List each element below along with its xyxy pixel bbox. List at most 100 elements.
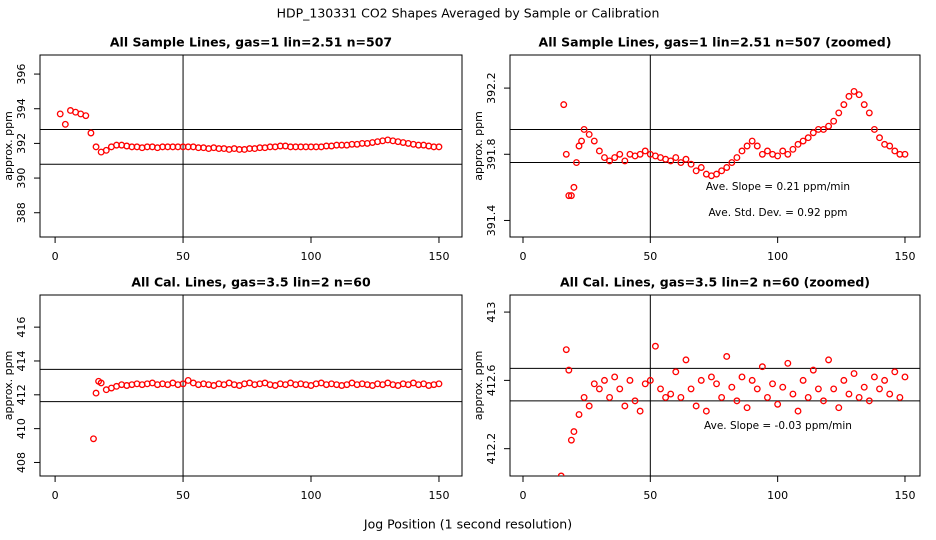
point	[830, 117, 838, 125]
point	[809, 366, 817, 374]
point	[570, 183, 578, 191]
point	[835, 109, 843, 117]
point	[567, 192, 575, 200]
point	[585, 402, 593, 410]
point	[570, 428, 578, 436]
point	[774, 400, 782, 408]
point	[891, 147, 899, 155]
point	[876, 134, 883, 142]
point	[845, 390, 853, 398]
point	[830, 385, 838, 393]
point	[713, 170, 720, 178]
point	[560, 101, 568, 109]
annotation: Ave. Slope = -0.03 ppm/min	[704, 420, 852, 432]
x-tick-label: 50	[643, 489, 657, 502]
point	[850, 370, 858, 377]
x-tick-label: 100	[301, 489, 322, 502]
panel: All Cal. Lines, gas=3.5 lin=2 n=60 (zoom…	[472, 275, 921, 502]
point	[677, 159, 685, 166]
points	[90, 376, 443, 443]
point	[567, 436, 575, 444]
point	[102, 146, 110, 154]
y-tick-label: 412.2	[485, 433, 498, 465]
point	[601, 376, 608, 384]
y-axis-label: approx. ppm	[472, 111, 485, 181]
points	[560, 87, 909, 200]
point	[753, 142, 761, 150]
y-tick-label: 410	[15, 418, 28, 439]
point	[804, 394, 812, 401]
point	[97, 379, 105, 387]
point	[886, 390, 894, 398]
point	[575, 411, 583, 418]
point	[61, 120, 69, 128]
point	[92, 143, 100, 151]
y-tick-label: 391.4	[485, 205, 498, 237]
point	[784, 150, 792, 158]
point	[723, 353, 731, 360]
y-tick-label: 412	[15, 384, 28, 405]
x-tick-label: 0	[519, 250, 526, 263]
point	[733, 397, 741, 405]
point	[728, 383, 736, 391]
point	[682, 356, 690, 364]
point	[743, 404, 751, 412]
point	[779, 147, 787, 155]
point	[621, 402, 629, 410]
point	[799, 376, 807, 384]
point	[758, 363, 766, 371]
point	[855, 91, 863, 99]
point	[580, 394, 588, 401]
point	[179, 380, 187, 388]
point	[804, 134, 812, 142]
point	[621, 157, 629, 165]
y-tick-label: 390	[15, 168, 28, 189]
annotation: Ave. Slope = 0.21 ppm/min	[706, 181, 850, 193]
x-tick-label: 150	[894, 250, 915, 263]
point	[667, 157, 675, 165]
point	[562, 150, 570, 158]
point	[692, 167, 700, 175]
point	[672, 154, 680, 162]
points	[557, 342, 909, 476]
y-tick-label: 408	[15, 452, 28, 473]
point	[585, 130, 593, 138]
x-tick-label: 150	[428, 489, 449, 502]
y-tick-label: 391.8	[485, 139, 498, 171]
point	[435, 380, 443, 388]
point	[565, 366, 573, 374]
point	[799, 137, 807, 145]
x-tick-label: 50	[176, 250, 190, 263]
point	[687, 385, 695, 393]
point	[562, 346, 570, 354]
point	[779, 383, 787, 391]
y-tick-label: 412.6	[485, 365, 498, 397]
point	[82, 112, 90, 120]
panel: All Sample Lines, gas=1 lin=2.51 n=507 0 5…	[2, 35, 463, 263]
point	[794, 140, 802, 148]
point	[573, 159, 580, 166]
y-axis-label: approx. ppm	[472, 351, 485, 421]
panel-title: All Sample Lines, gas=1 lin=2.51 n=507 (…	[539, 35, 892, 50]
point	[769, 380, 777, 388]
y-tick-label: 392.2	[485, 72, 498, 104]
point	[667, 390, 675, 398]
point	[697, 376, 705, 384]
point	[738, 147, 746, 155]
point	[774, 152, 782, 160]
point	[611, 154, 619, 162]
point	[860, 101, 868, 109]
point	[896, 394, 904, 401]
panel: All Cal. Lines, gas=3.5 lin=2 n=60 0 50 100…	[2, 275, 463, 502]
point	[840, 101, 848, 109]
point	[794, 407, 802, 415]
point	[738, 373, 746, 381]
x-tick-label: 0	[52, 489, 59, 502]
point	[580, 126, 588, 133]
x-tick-label: 100	[301, 250, 322, 263]
point	[662, 394, 670, 401]
x-tick-label: 150	[428, 250, 449, 263]
annotation: Ave. Std. Dev. = 0.92 ppm	[708, 207, 847, 219]
point	[733, 154, 741, 162]
point	[753, 385, 761, 393]
